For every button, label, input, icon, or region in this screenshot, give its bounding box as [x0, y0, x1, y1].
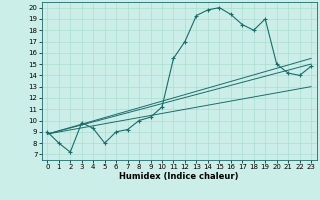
X-axis label: Humidex (Indice chaleur): Humidex (Indice chaleur) [119, 172, 239, 181]
